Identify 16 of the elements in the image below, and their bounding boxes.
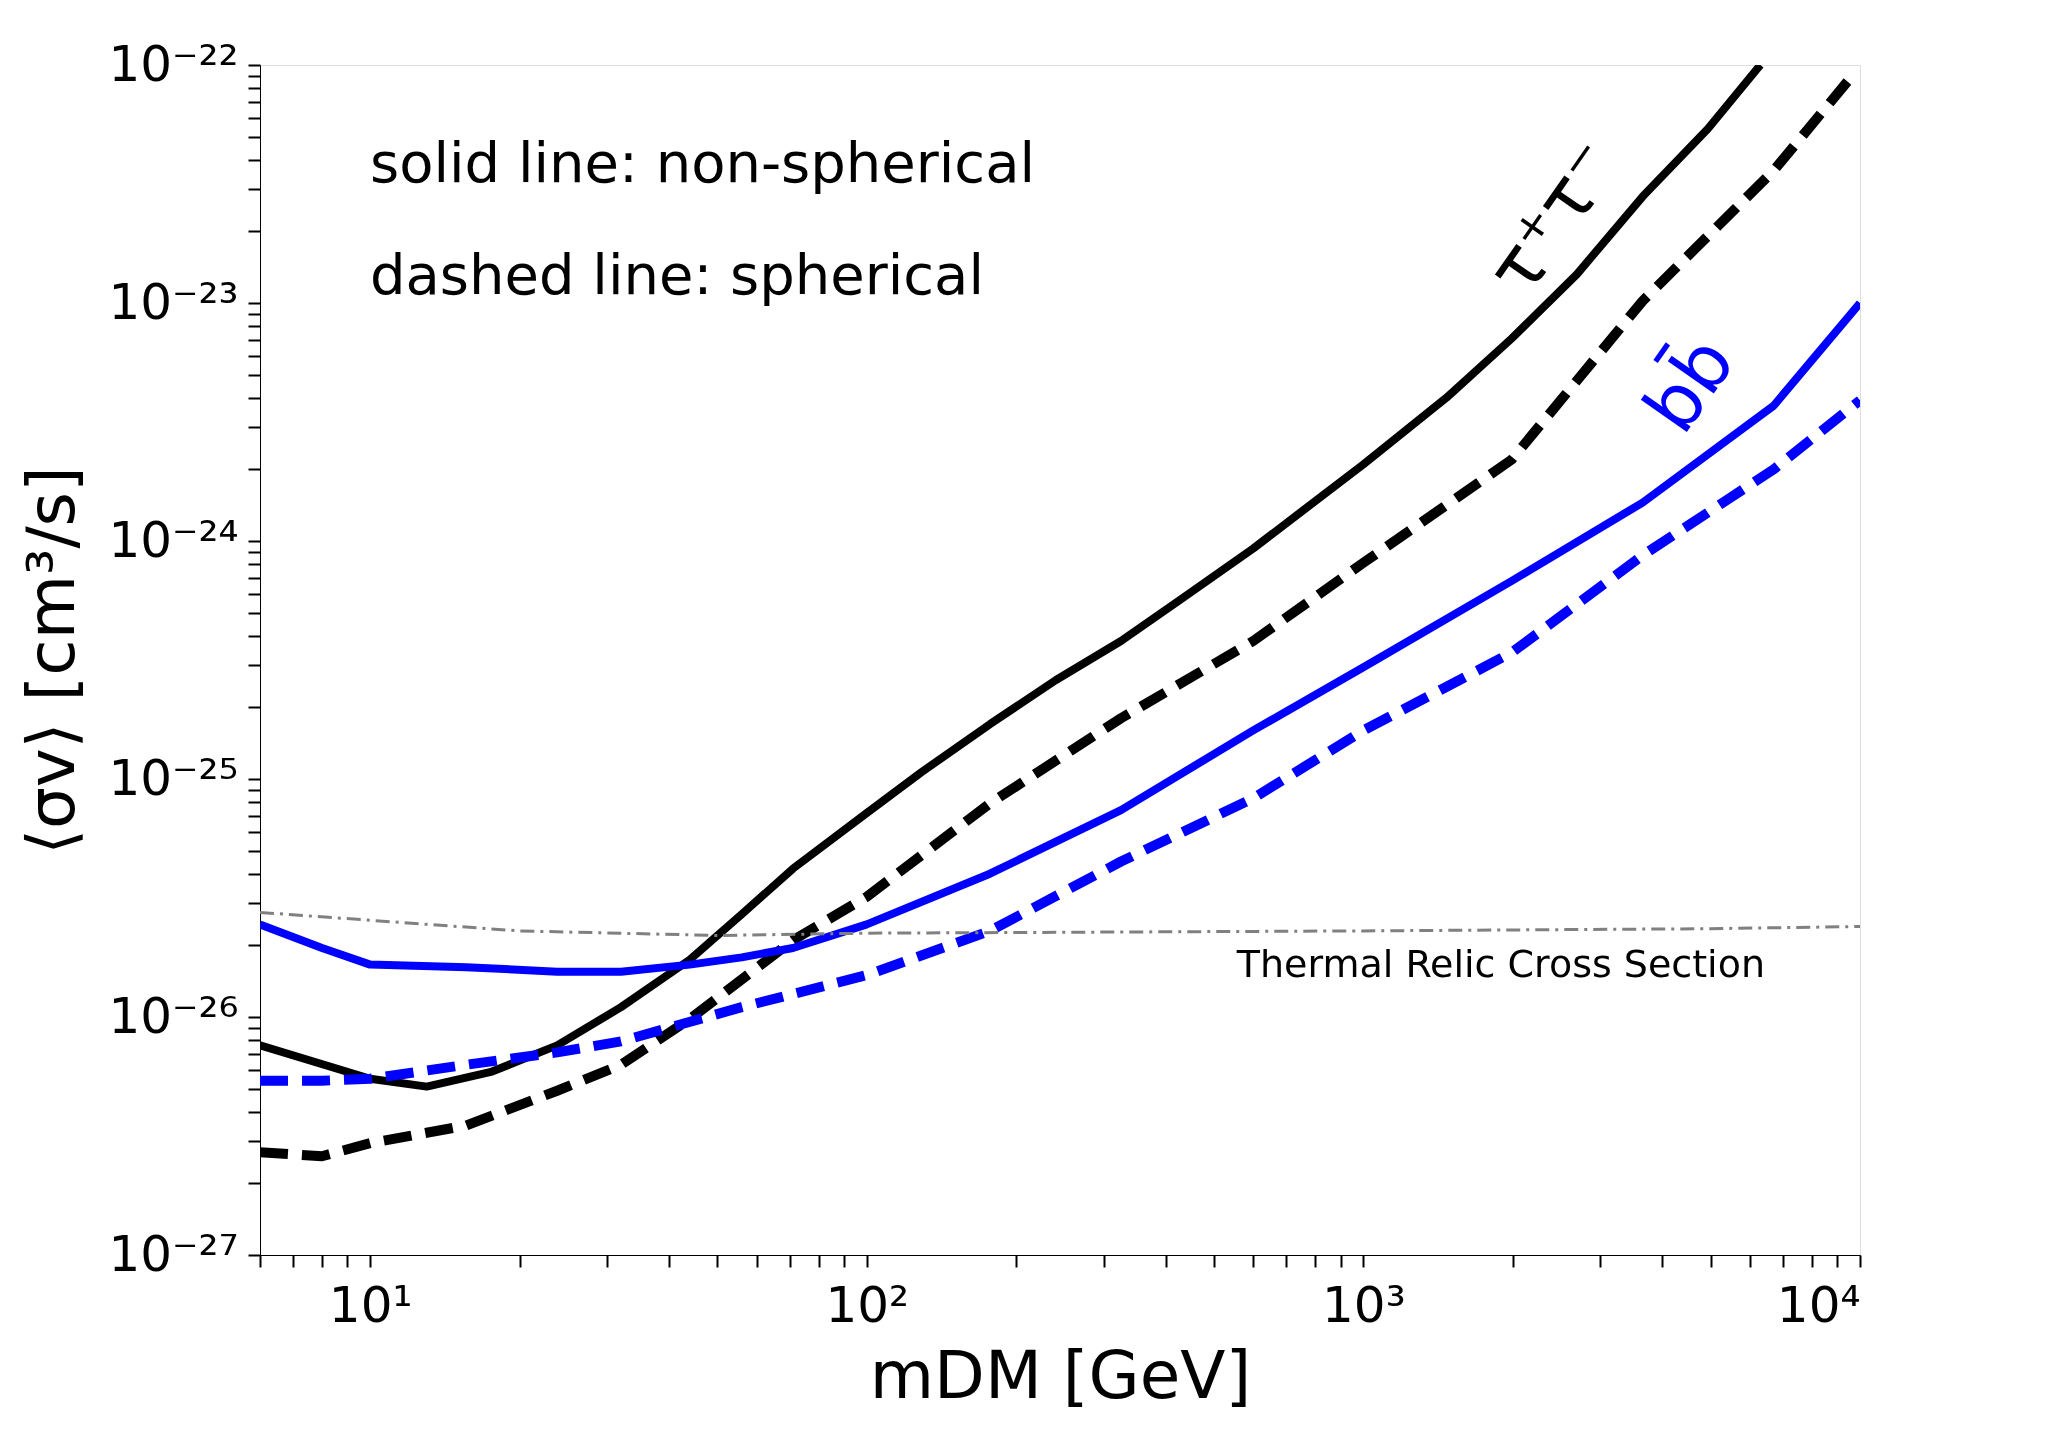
x-tick-label: 10³ [1322,1275,1406,1334]
x-tick-label: 10¹ [328,1275,413,1334]
y-axis-title: ⟨σv⟩ [cm³/s] [13,466,91,855]
y-tick-label: 10⁻²² [108,34,239,93]
annotation: solid line: non-spherical [370,130,1035,195]
annotation: dashed line: spherical [370,242,984,307]
series-label: Thermal Relic Cross Section [1235,941,1765,986]
y-tick-label: 10⁻²⁷ [108,1224,239,1283]
x-tick-label: 10⁴ [1776,1275,1861,1334]
y-tick-label: 10⁻²³ [108,272,239,331]
x-tick-label: 10² [825,1275,910,1334]
y-tick-label: 10⁻²⁴ [108,510,239,569]
y-tick-label: 10⁻²⁶ [108,986,239,1045]
y-tick-label: 10⁻²⁵ [108,748,239,807]
x-axis-title: mDM [GeV] [869,1336,1252,1414]
annotation: bb̄ [1626,320,1751,448]
